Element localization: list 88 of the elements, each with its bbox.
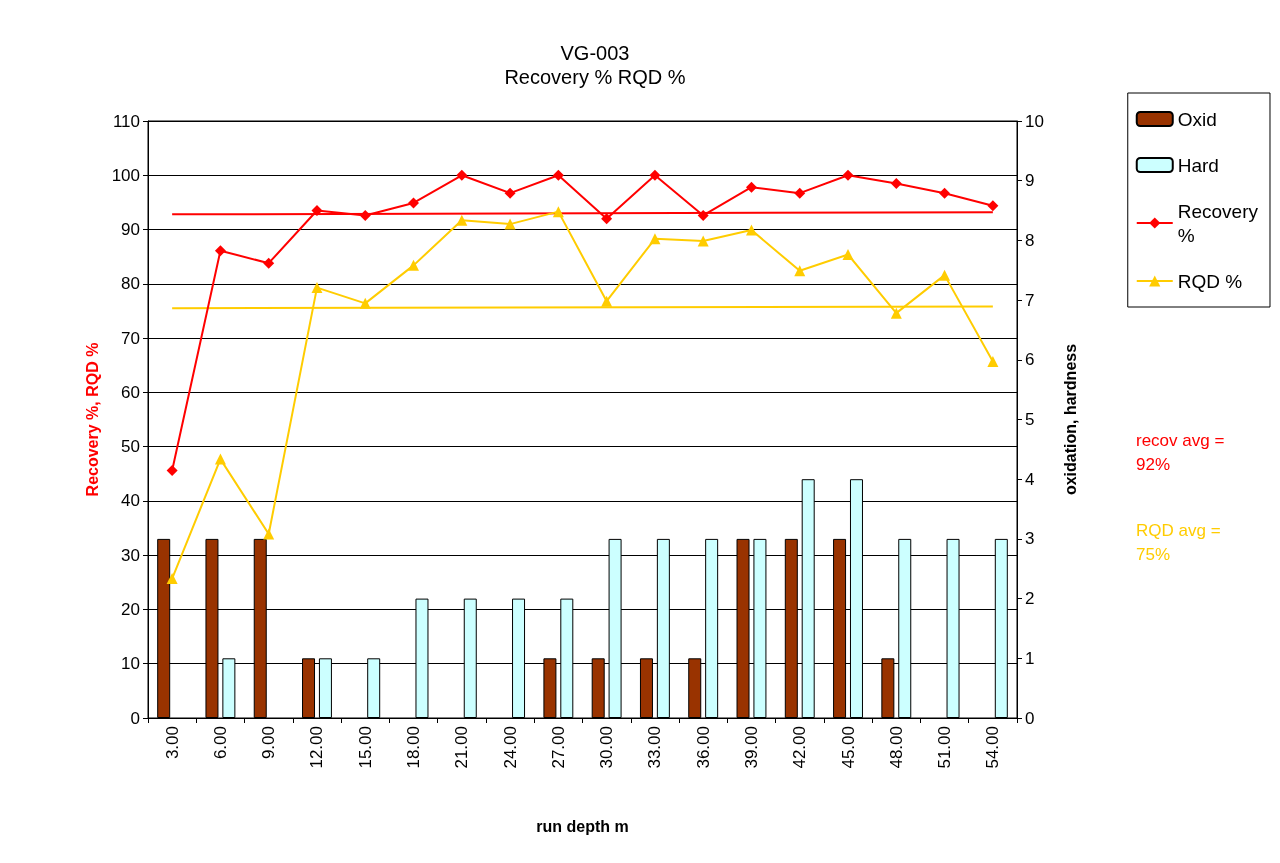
y-tick-label: 90	[121, 220, 140, 240]
point	[311, 282, 323, 294]
point	[408, 259, 420, 271]
point	[552, 206, 564, 218]
chart-subtitle: Recovery % RQD %	[504, 66, 686, 88]
x-tick-label: 9.00	[259, 726, 279, 760]
point	[408, 197, 420, 209]
legend-label: Recovery %	[1177, 200, 1259, 246]
point	[601, 213, 613, 225]
y-tick-label: 40	[121, 491, 140, 511]
x-tick-label: 18.00	[404, 726, 424, 769]
x-tick-label: 21.00	[452, 726, 472, 769]
point	[987, 200, 999, 212]
y-tick-label: 80	[121, 274, 140, 294]
x-tick-label: 15.00	[355, 726, 375, 769]
point	[939, 187, 951, 199]
text: recov avg = 92%	[1136, 430, 1225, 474]
point	[359, 209, 371, 221]
point	[504, 187, 516, 199]
y2-tick-label: 6	[1025, 350, 1035, 370]
y2-tick-label: 2	[1025, 589, 1035, 609]
point	[359, 297, 371, 309]
point	[890, 307, 902, 319]
y2-tick-label: 1	[1025, 648, 1035, 668]
x-tick-label: 3.00	[162, 726, 182, 760]
x-tick-label: 45.00	[838, 726, 858, 769]
legend-label: Oxid	[1177, 108, 1217, 130]
point	[745, 224, 757, 236]
y-tick-label: 0	[130, 708, 140, 728]
point	[697, 209, 709, 221]
point	[842, 249, 854, 261]
y-tick-label: 60	[121, 382, 140, 402]
point	[214, 245, 226, 257]
x-tick-label: 6.00	[210, 726, 230, 760]
x-tick-label: 48.00	[886, 726, 906, 769]
x-tick-label: 27.00	[548, 726, 568, 769]
x-tick-label: 54.00	[983, 726, 1003, 769]
point	[794, 265, 806, 277]
y2-tick-label: 4	[1025, 469, 1035, 489]
x-tick-label: 39.00	[741, 726, 761, 769]
point	[890, 177, 902, 189]
point	[649, 233, 661, 245]
chart-title: VG-003	[560, 42, 630, 64]
point	[456, 214, 468, 226]
y-tick-label: 10	[121, 654, 140, 674]
x-tick-label: 24.00	[500, 726, 520, 769]
point	[697, 235, 709, 247]
point	[166, 465, 178, 477]
point	[504, 218, 516, 230]
x-tick-label: 30.00	[597, 726, 617, 769]
point	[166, 573, 178, 585]
text: RQD avg = 75%	[1136, 520, 1221, 564]
point	[939, 269, 951, 281]
y2-tick-label: 0	[1025, 708, 1035, 728]
x-tick-label: 36.00	[693, 726, 713, 769]
y-tick-label: 30	[121, 545, 140, 565]
y2-tick-label: 8	[1025, 230, 1035, 250]
y-tick-label: 70	[121, 328, 140, 348]
point	[311, 205, 323, 217]
point	[745, 181, 757, 193]
point	[649, 169, 661, 181]
x-tick-label: 33.00	[645, 726, 665, 769]
point	[601, 295, 613, 307]
x-tick-label: 51.00	[935, 726, 955, 769]
y2-tick-label: 7	[1025, 290, 1035, 310]
point	[842, 169, 854, 181]
legend-label: Hard	[1177, 154, 1219, 176]
y-axis-title: Recovery %, RQD %	[84, 342, 102, 497]
y-tick-label: 100	[111, 165, 140, 185]
point	[456, 169, 468, 181]
point	[214, 453, 226, 465]
point	[263, 257, 275, 269]
y-tick-label: 50	[121, 437, 140, 457]
y-tick-label: 110	[112, 111, 140, 131]
point	[987, 355, 999, 367]
y2-tick-label: 10	[1025, 111, 1044, 131]
x-tick-label: 12.00	[307, 726, 327, 769]
point	[794, 187, 806, 199]
x-axis-title: run depth m	[536, 817, 629, 835]
legend-label: RQD %	[1177, 270, 1243, 292]
y2-tick-label: 5	[1025, 410, 1035, 429]
y2-tick-label: 9	[1025, 171, 1035, 191]
x-tick-label: 42.00	[790, 726, 810, 769]
y2-tick-label: 3	[1025, 529, 1035, 549]
y2-axis-title: oxidation, hardness	[1061, 343, 1079, 496]
y-tick-label: 20	[121, 599, 140, 619]
point	[263, 528, 275, 540]
point	[552, 169, 564, 181]
